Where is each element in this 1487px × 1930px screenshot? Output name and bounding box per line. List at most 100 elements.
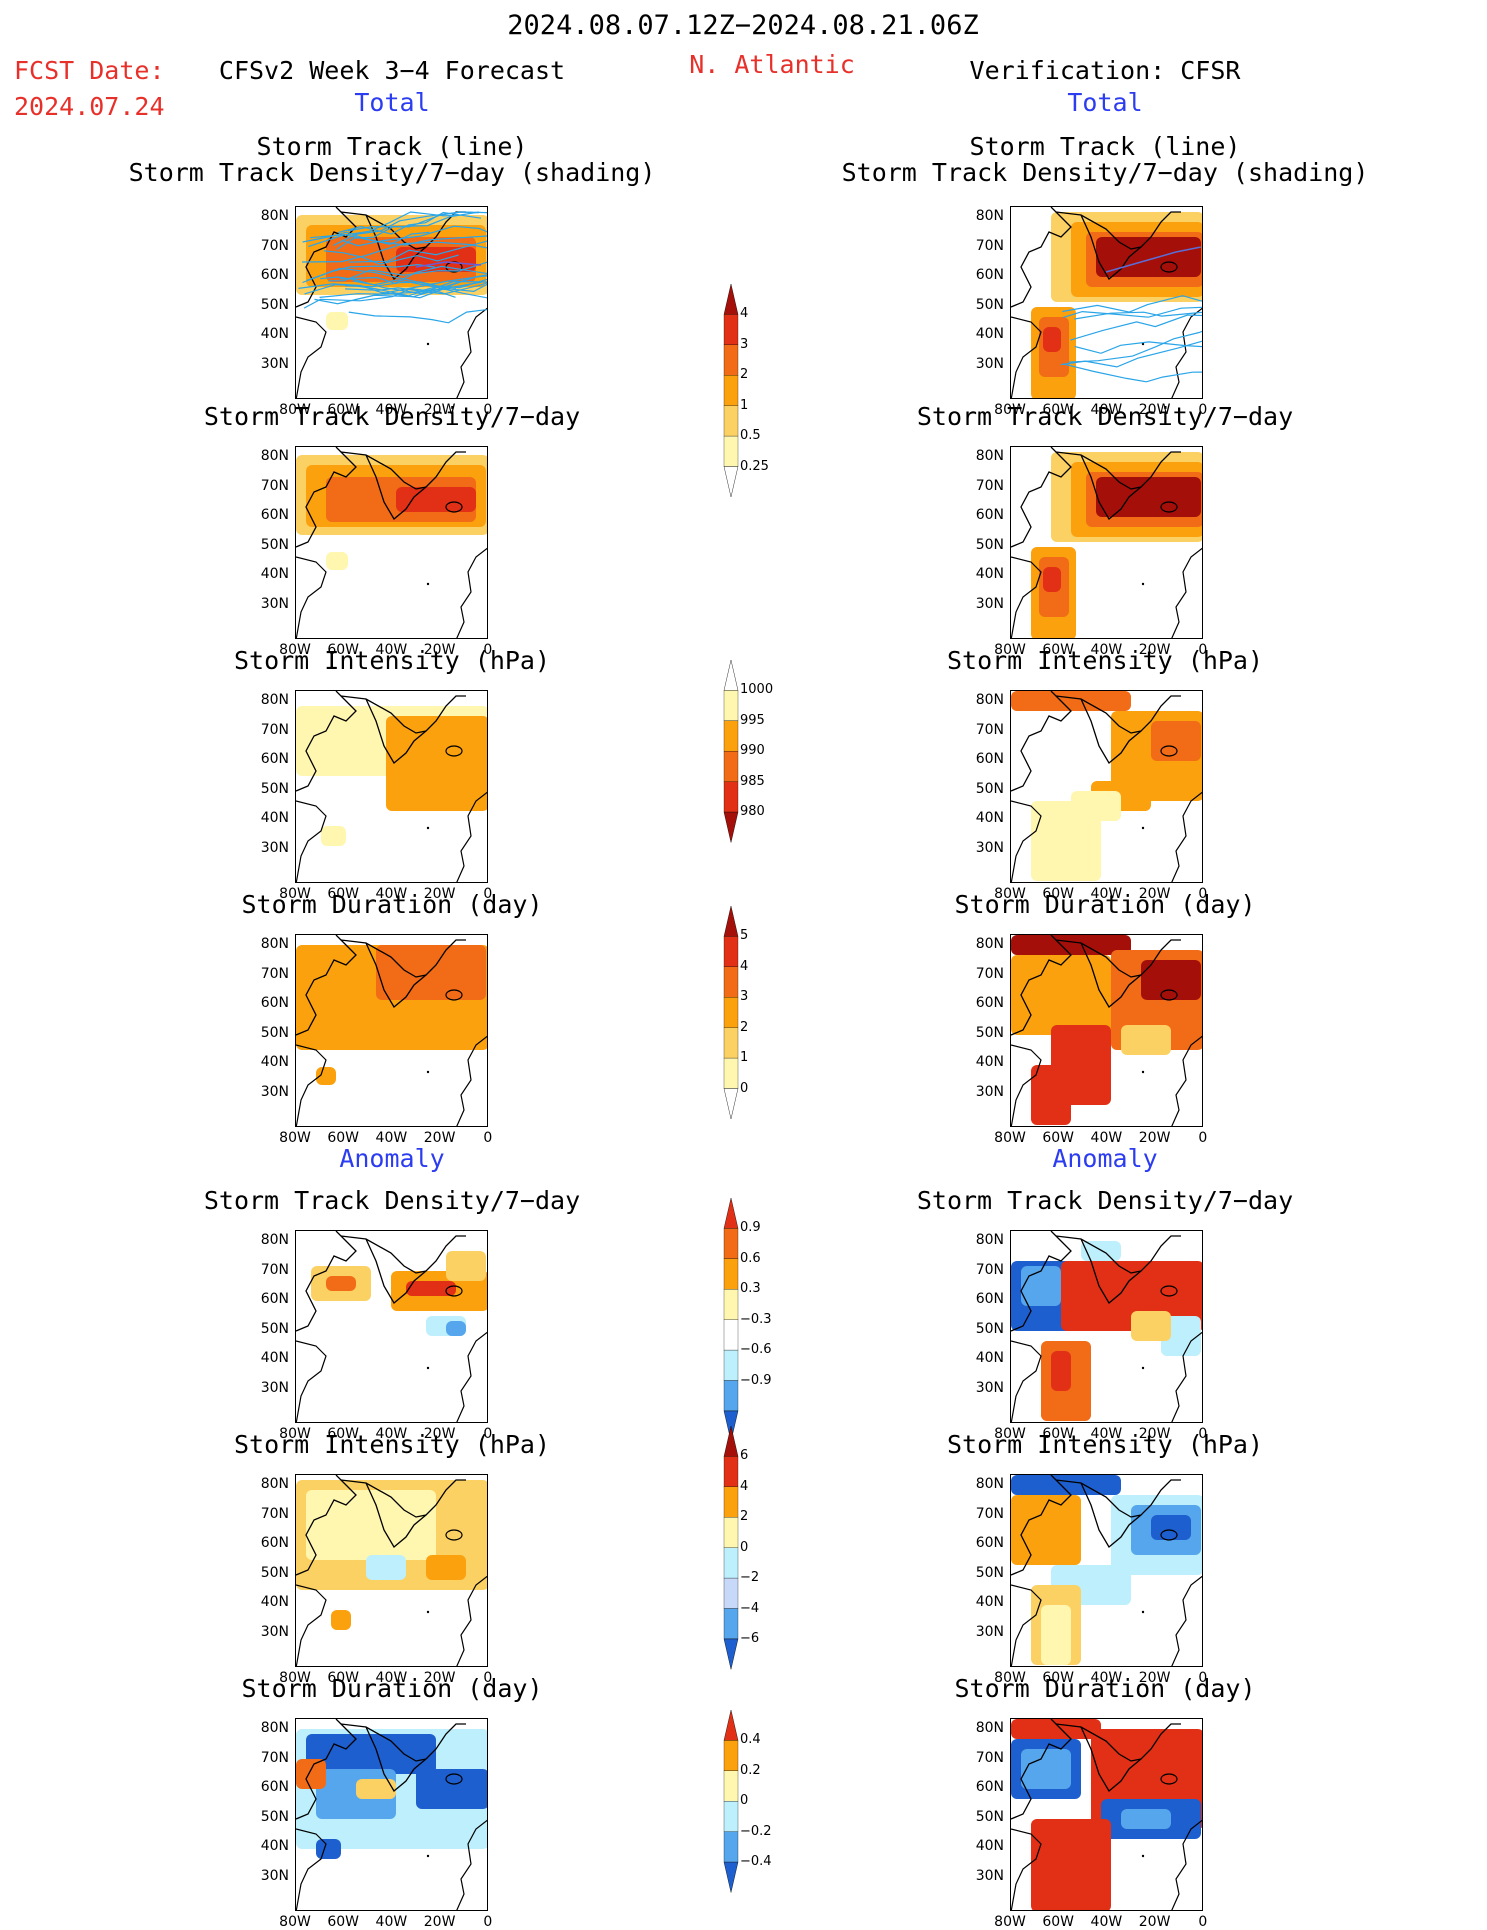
lat-tick-label: 60N	[260, 751, 289, 767]
lon-tick-label: 0	[483, 1426, 493, 1442]
lat-tick-label: 40N	[975, 1350, 1004, 1366]
lat-tick-label: 50N	[260, 1320, 289, 1337]
lat-tick-label: 50N	[975, 296, 1004, 313]
lon-tick-label: 0	[1198, 1670, 1208, 1686]
lon-tick-label: 40W	[1090, 886, 1123, 902]
colorbar-tick-label: 0	[740, 1793, 749, 1809]
panel-subtitle: Storm Track Density/7−day (shading)	[128, 158, 656, 187]
colorbar-tick-label: 1	[740, 1050, 749, 1066]
map-shading	[296, 935, 487, 1126]
lat-tick-label: 50N	[975, 780, 1004, 797]
colorbar-tick-label: 0	[740, 1539, 749, 1555]
lat-tick-label: 60N	[975, 751, 1004, 767]
lat-tick-label: 70N	[260, 1505, 289, 1522]
panel-subtitle: Storm Track Density/7−day (shading)	[841, 158, 1369, 187]
lat-tick-label: 50N	[975, 536, 1004, 553]
lat-tick-label: 60N	[260, 267, 289, 283]
lat-tick-label: 30N	[975, 839, 1004, 856]
lat-tick-label: 60N	[260, 1535, 289, 1551]
right-title: Verification: CFSR	[969, 56, 1241, 85]
lat-tick-label: 70N	[975, 1261, 1004, 1278]
lon-tick-label: 60W	[1042, 1130, 1075, 1146]
lon-tick-label: 80W	[994, 642, 1026, 658]
lon-tick-label: 20W	[1138, 1426, 1171, 1442]
map-shading	[1011, 1475, 1202, 1666]
lat-tick-label: 80N	[975, 1720, 1004, 1736]
map-shading	[1011, 691, 1202, 882]
cfsr-map-panel-5	[1010, 1230, 1203, 1423]
map-shading	[296, 691, 487, 882]
anomaly-right-label: Anomaly	[1052, 1144, 1158, 1173]
colorbar-tick-label: 0.5	[740, 428, 761, 444]
colorbar-tick-label: 4	[740, 958, 749, 974]
map-shading	[296, 1231, 487, 1422]
lon-tick-label: 80W	[279, 1426, 311, 1442]
lat-tick-label: 80N	[260, 1232, 289, 1248]
map-shading	[296, 1475, 487, 1666]
lat-tick-label: 30N	[260, 839, 289, 856]
lon-tick-label: 20W	[1138, 1914, 1171, 1930]
lon-tick-label: 20W	[423, 1130, 456, 1146]
total-intensity-colorbar	[723, 659, 739, 843]
anomaly-left-label: Anomaly	[339, 1144, 445, 1173]
panel-title: Storm Track Density/7−day	[916, 402, 1294, 431]
lon-tick-label: 60W	[327, 1914, 360, 1930]
colorbar-tick-label: 2	[740, 1019, 749, 1035]
lon-tick-label: 20W	[423, 402, 456, 418]
lat-tick-label: 60N	[260, 507, 289, 523]
colorbar-tick-label: 5	[740, 928, 749, 944]
colorbar-tick-label: −6	[740, 1630, 760, 1646]
map-shading	[296, 447, 487, 638]
lon-tick-label: 40W	[1090, 1130, 1123, 1146]
cfsr-map-panel-2	[1010, 446, 1203, 639]
lat-tick-label: 60N	[975, 1291, 1004, 1307]
colorbar-tick-label: 0.3	[740, 1281, 761, 1297]
lon-tick-label: 60W	[327, 402, 360, 418]
lon-tick-label: 60W	[1042, 1426, 1075, 1442]
lat-tick-label: 60N	[975, 995, 1004, 1011]
cfsv2-map-panel-7	[295, 1718, 488, 1911]
panel-title: Storm Duration (day)	[954, 1674, 1256, 1703]
lat-tick-label: 80N	[975, 936, 1004, 952]
lat-tick-label: 40N	[975, 810, 1004, 826]
panel-title: Storm Track Density/7−day	[916, 1186, 1294, 1215]
lon-tick-label: 40W	[375, 642, 408, 658]
lon-tick-label: 80W	[994, 1130, 1026, 1146]
panel-title: Storm Intensity (hPa)	[946, 646, 1264, 675]
lon-tick-label: 60W	[1042, 402, 1075, 418]
lat-tick-label: 30N	[975, 1379, 1004, 1396]
cfsv2-map-panel-6	[295, 1474, 488, 1667]
lat-tick-label: 40N	[260, 326, 289, 342]
lat-tick-label: 40N	[260, 1054, 289, 1070]
colorbar-tick-label: 2	[740, 1509, 749, 1525]
cfsr-map-panel-6	[1010, 1474, 1203, 1667]
panel-title: Storm Duration (day)	[241, 1674, 543, 1703]
panel-title: Storm Track (line)	[969, 132, 1241, 161]
lon-tick-label: 60W	[1042, 886, 1075, 902]
panel-title: Storm Track (line)	[256, 132, 528, 161]
lon-tick-label: 20W	[1138, 1130, 1171, 1146]
lat-tick-label: 30N	[260, 1379, 289, 1396]
map-shading	[1011, 1231, 1202, 1422]
lat-tick-label: 80N	[975, 1476, 1004, 1492]
colorbar-tick-label: 0.25	[740, 458, 769, 474]
lon-tick-label: 60W	[327, 886, 360, 902]
colorbar-tick-label: −0.2	[740, 1823, 772, 1839]
lon-tick-label: 40W	[375, 1426, 408, 1442]
cfsv2-map-panel-5	[295, 1230, 488, 1423]
lon-tick-label: 80W	[279, 402, 311, 418]
colorbar-tick-label: −0.4	[740, 1854, 772, 1870]
lat-tick-label: 50N	[260, 536, 289, 553]
lat-tick-label: 60N	[260, 995, 289, 1011]
lon-tick-label: 80W	[279, 1670, 311, 1686]
cfsv2-map-panel-2	[295, 446, 488, 639]
lon-tick-label: 20W	[423, 1426, 456, 1442]
lon-tick-label: 0	[483, 642, 493, 658]
panel-title: Storm Duration (day)	[954, 890, 1256, 919]
lat-tick-label: 80N	[260, 692, 289, 708]
colorbar-tick-label: 985	[740, 773, 765, 789]
lat-tick-label: 30N	[260, 1867, 289, 1884]
lon-tick-label: 20W	[1138, 402, 1171, 418]
map-shading	[1011, 935, 1202, 1126]
cfsv2-map-panel-1	[295, 206, 488, 399]
